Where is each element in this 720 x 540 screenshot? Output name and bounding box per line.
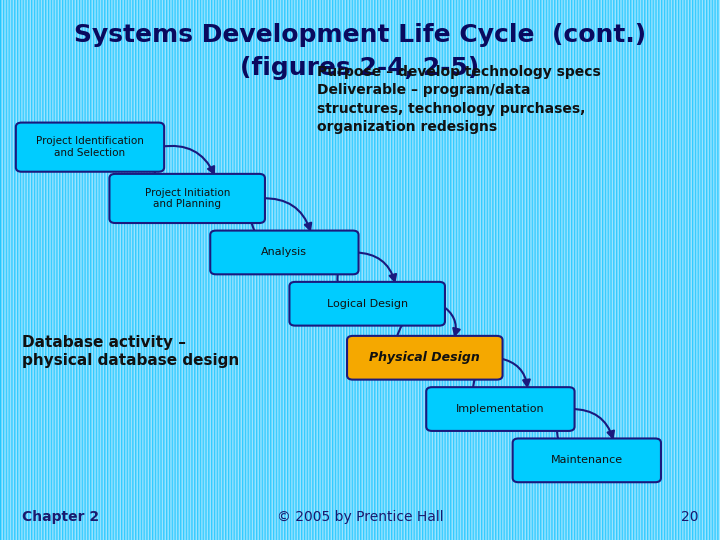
FancyBboxPatch shape: [347, 336, 503, 380]
Text: 20: 20: [681, 510, 698, 524]
Text: Project Initiation
and Planning: Project Initiation and Planning: [145, 188, 230, 210]
Text: Physical Design: Physical Design: [369, 351, 480, 364]
FancyBboxPatch shape: [426, 387, 575, 431]
Text: (figures 2-4, 2-5): (figures 2-4, 2-5): [240, 56, 480, 79]
Text: Logical Design: Logical Design: [327, 299, 408, 309]
Text: Implementation: Implementation: [456, 404, 545, 414]
Text: Database activity –
physical database design: Database activity – physical database de…: [22, 335, 239, 368]
Text: Purpose – develop technology specs
Deliverable – program/data
structures, techno: Purpose – develop technology specs Deliv…: [317, 65, 600, 134]
FancyBboxPatch shape: [210, 231, 359, 274]
Text: Chapter 2: Chapter 2: [22, 510, 99, 524]
FancyBboxPatch shape: [513, 438, 661, 482]
FancyBboxPatch shape: [289, 282, 445, 326]
Text: Systems Development Life Cycle  (cont.): Systems Development Life Cycle (cont.): [74, 23, 646, 47]
Text: Maintenance: Maintenance: [551, 455, 623, 465]
Text: Analysis: Analysis: [261, 247, 307, 258]
Text: © 2005 by Prentice Hall: © 2005 by Prentice Hall: [276, 510, 444, 524]
FancyBboxPatch shape: [109, 174, 265, 223]
Text: Project Identification
and Selection: Project Identification and Selection: [36, 137, 144, 158]
FancyBboxPatch shape: [16, 123, 164, 172]
